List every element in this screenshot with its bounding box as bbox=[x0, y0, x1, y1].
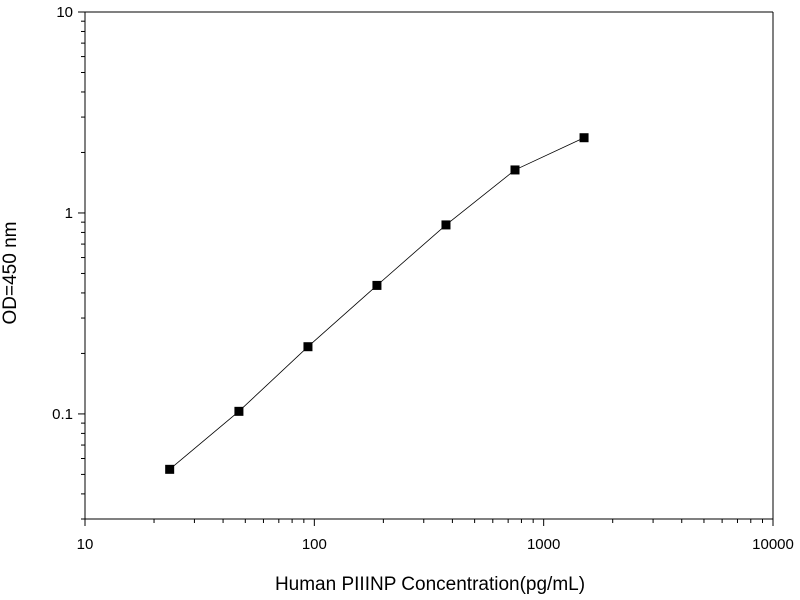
y-tick-label: 1 bbox=[65, 205, 73, 222]
series-line bbox=[169, 137, 585, 470]
x-axis-title: Human PIIINP Concentration(pg/mL) bbox=[275, 574, 585, 595]
x-tick-label: 1000 bbox=[527, 536, 560, 553]
x-tick-label: 10 bbox=[77, 536, 94, 553]
data-point bbox=[303, 342, 313, 352]
series-layer bbox=[165, 133, 589, 474]
x-tick-label: 100 bbox=[302, 536, 327, 553]
data-point bbox=[234, 406, 244, 416]
y-tick-label: 0.1 bbox=[52, 406, 73, 423]
x-axis-ticks: 10 100 1000 10000 bbox=[77, 519, 794, 553]
y-axis-ticks: 0.1 1 10 bbox=[52, 4, 85, 520]
y-axis-title: OD=450 nm bbox=[0, 222, 21, 325]
x-tick-label: 10000 bbox=[752, 536, 794, 553]
data-point bbox=[372, 280, 382, 290]
plot-frame bbox=[84, 11, 774, 520]
data-point bbox=[165, 464, 175, 474]
data-point bbox=[510, 165, 520, 175]
data-point bbox=[579, 133, 589, 143]
y-tick-label: 10 bbox=[56, 4, 73, 21]
data-point bbox=[441, 220, 451, 230]
